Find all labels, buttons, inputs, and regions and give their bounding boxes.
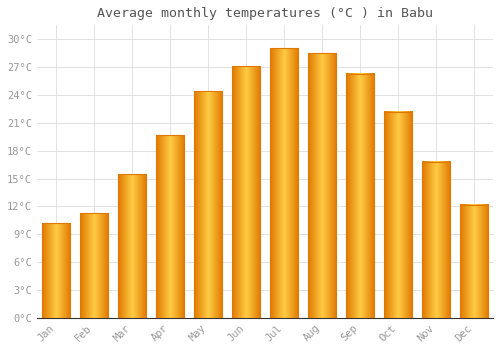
Bar [346, 74, 374, 318]
Bar [422, 162, 450, 318]
Bar [118, 174, 146, 318]
Bar [156, 135, 184, 318]
Bar [460, 204, 488, 318]
Bar [80, 213, 108, 318]
Bar [42, 223, 70, 318]
Bar [80, 213, 108, 318]
Bar [384, 112, 412, 318]
Bar [194, 91, 222, 318]
Bar [460, 204, 488, 318]
Bar [42, 223, 70, 318]
Bar [384, 112, 412, 318]
Title: Average monthly temperatures (°C ) in Babu: Average monthly temperatures (°C ) in Ba… [97, 7, 433, 20]
Bar [118, 174, 146, 318]
Bar [232, 66, 260, 318]
Bar [346, 74, 374, 318]
Bar [194, 91, 222, 318]
Bar [308, 53, 336, 318]
Bar [232, 66, 260, 318]
Bar [422, 162, 450, 318]
Bar [270, 49, 298, 318]
Bar [308, 53, 336, 318]
Bar [156, 135, 184, 318]
Bar [270, 49, 298, 318]
